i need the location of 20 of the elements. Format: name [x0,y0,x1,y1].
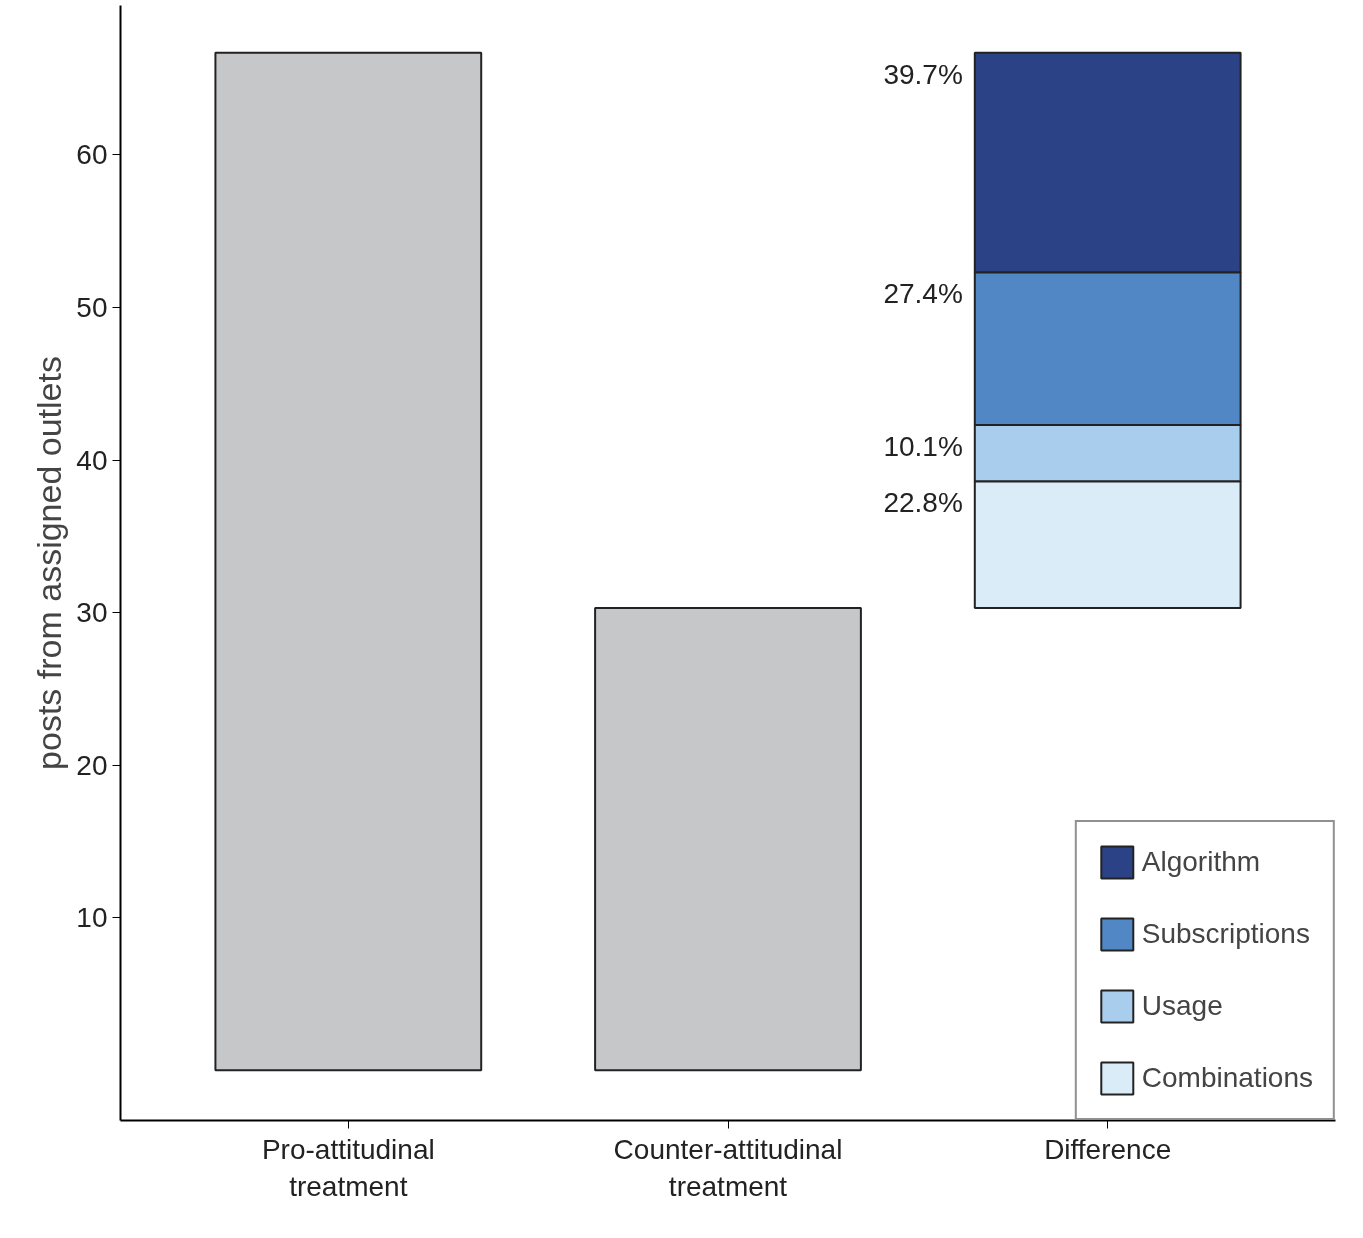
y-tick-label: 20 [76,749,108,781]
legend-label: Usage [1141,990,1223,1022]
legend-label: Combinations [1141,1062,1313,1094]
x-tick-label: Counter-attitudinal treatment [613,1133,843,1202]
x-tick-label: Pro-attitudinal treatment [261,1133,435,1202]
bar [214,51,483,1072]
x-tick-label: Difference [1044,1133,1172,1165]
y-tick-label: 40 [76,444,108,476]
y-tick-label: 10 [76,902,108,934]
y-tick-label: 50 [76,292,108,324]
y-tick-label: 60 [76,139,108,171]
legend-label: Algorithm [1141,846,1261,878]
bar [594,607,862,1072]
annotation: 22.8% [883,487,963,519]
y-axis-title: posts from assigned outlets [30,356,69,770]
legend-label: Subscriptions [1141,918,1310,950]
annotation: 27.4% [883,278,963,310]
y-tick-label: 30 [76,597,108,629]
annotation: 39.7% [883,58,963,90]
annotation: 10.1% [883,430,963,462]
